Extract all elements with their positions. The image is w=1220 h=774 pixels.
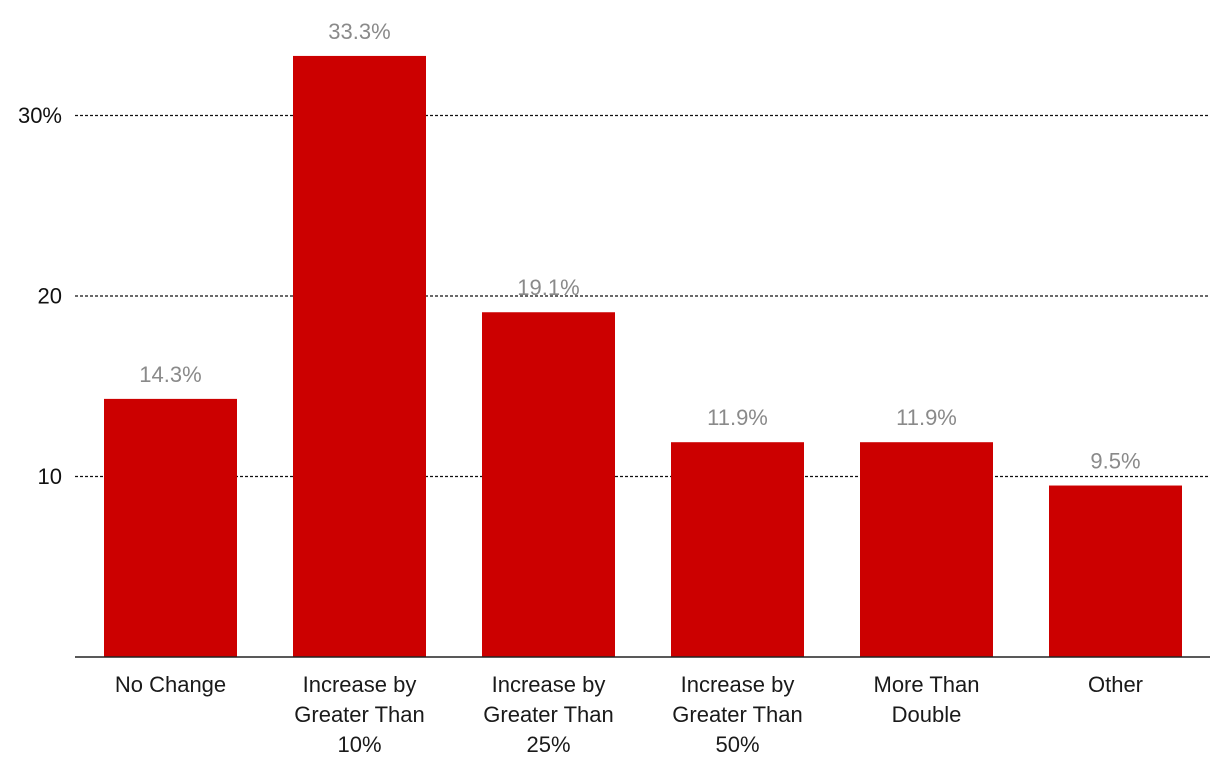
category-label-line: No Change bbox=[115, 672, 226, 697]
bar bbox=[293, 55, 426, 658]
category-label: No Change bbox=[115, 672, 226, 697]
y-axis-ticks: 10 20 30% bbox=[18, 103, 62, 489]
category-label: Increase by Greater Than 10% bbox=[294, 672, 424, 757]
y-tick-label: 30% bbox=[18, 103, 62, 128]
data-label: 11.9% bbox=[896, 405, 957, 430]
y-tick-label: 20 bbox=[38, 284, 62, 309]
category-label-line: 10% bbox=[337, 732, 381, 757]
bar bbox=[860, 442, 993, 657]
category-label-line: 50% bbox=[715, 732, 759, 757]
category-label-line: Increase by bbox=[303, 672, 417, 697]
bar bbox=[482, 312, 615, 657]
category-label: Increase by Greater Than 25% bbox=[483, 672, 613, 757]
category-label-line: Increase by bbox=[681, 672, 795, 697]
data-label: 11.9% bbox=[707, 405, 768, 430]
category-label-line: More Than bbox=[874, 672, 980, 697]
category-label-line: Increase by bbox=[492, 672, 606, 697]
bar bbox=[671, 442, 804, 657]
bars bbox=[104, 55, 1182, 658]
category-label: Increase by Greater Than 50% bbox=[672, 672, 802, 757]
category-label-line: Greater Than bbox=[483, 702, 613, 727]
category-label-line: Double bbox=[892, 702, 962, 727]
bar bbox=[1049, 485, 1182, 657]
category-label-line: Other bbox=[1088, 672, 1143, 697]
category-label-line: Greater Than bbox=[294, 702, 424, 727]
y-tick-label: 10 bbox=[38, 464, 62, 489]
data-label: 9.5% bbox=[1090, 449, 1140, 474]
category-label: More Than Double bbox=[874, 672, 980, 727]
data-label: 14.3% bbox=[139, 362, 201, 387]
category-label-line: Greater Than bbox=[672, 702, 802, 727]
category-label: Other bbox=[1088, 672, 1143, 697]
data-label: 19.1% bbox=[517, 275, 579, 300]
data-label: 33.3% bbox=[328, 19, 390, 44]
bar bbox=[104, 398, 237, 657]
category-labels: No Change Increase by Greater Than 10%Incre… bbox=[115, 672, 1143, 757]
category-label-line: 25% bbox=[526, 732, 570, 757]
gridlines bbox=[75, 114, 1210, 478]
data-labels: 14.3% 33.3% 19.1% 11.9% 11.9% 9.5% bbox=[139, 19, 1140, 474]
